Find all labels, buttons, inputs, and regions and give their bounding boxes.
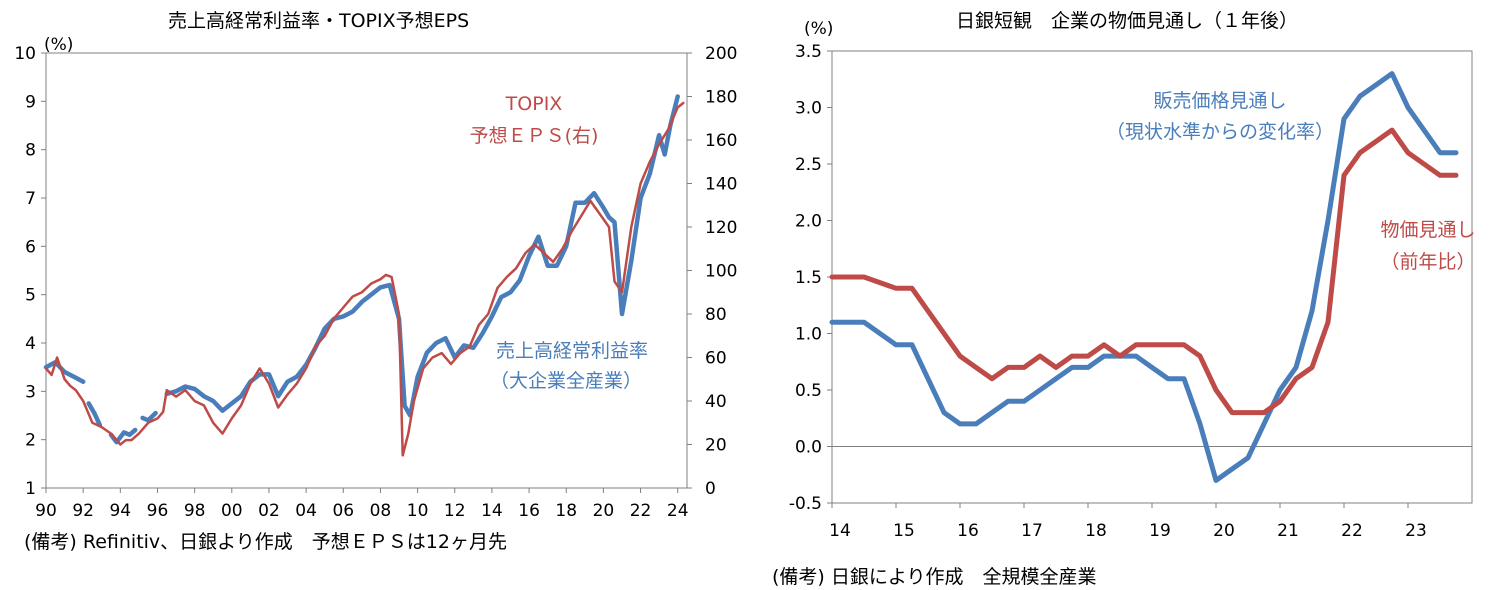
left-x-tick-label: 24 (667, 501, 689, 521)
ratio-series-label: （大企業全産業） (490, 370, 642, 392)
right-chart-y-tick-label: 1.0 (795, 325, 822, 345)
right-chart-panel: 日銀短観 企業の物価見通し（１年後） -0.5 0.0 0.5 1.0 1.5 2.0 2.… (760, 0, 1499, 590)
left-x-tick-label: 06 (332, 501, 354, 521)
right-y-tick-label: 40 (705, 392, 727, 412)
sales-price-series-label: 販売価格見通し (1153, 90, 1286, 112)
left-x-tick-label: 18 (555, 501, 577, 521)
left-x-tick-label: 94 (109, 501, 131, 521)
right-y-tick-label: 100 (705, 262, 737, 282)
left-x-tick-label: 02 (258, 501, 280, 521)
left-x-tick-label: 22 (630, 501, 652, 521)
right-chart-x-tick-label: 15 (893, 521, 915, 541)
left-x-tick-label: 14 (481, 501, 503, 521)
left-x-tick-label: 00 (221, 501, 243, 521)
right-chart-y-tick-label: 1.5 (795, 268, 822, 288)
sales-price-series-line (829, 71, 1459, 483)
right-chart-y-tick-label: 3.0 (795, 99, 822, 119)
eps-series-line (44, 101, 685, 457)
ratio-series-label: 売上高経常利益率 (496, 340, 648, 362)
eps-series-label: 予想ＥＰＳ(右) (470, 125, 599, 147)
left-x-tick-label: 12 (444, 501, 466, 521)
left-y-tick-label: 3 (25, 382, 36, 402)
right-chart-note: (備考) 日銀により作成 全規模全産業 (772, 566, 1097, 588)
left-x-tick-label: 96 (147, 501, 169, 521)
left-x-tick-label: 20 (593, 501, 615, 521)
left-y-tick-label: 1 (25, 479, 36, 499)
right-y-tick-label: 0 (705, 479, 716, 499)
right-plot-area (831, 50, 1473, 504)
left-y-tick-label: 10 (14, 44, 36, 64)
left-y-tick-label: 2 (25, 431, 36, 451)
left-chart-panel: 売上高経常利益率・TOPIX予想EPS 1 2 3 4 5 6 7 8 9 10 0 20 40 60 80… (0, 0, 737, 590)
left-plot-area (45, 52, 688, 489)
right-y-tick-label: 20 (705, 436, 727, 456)
right-y-tick-label: 120 (705, 218, 737, 238)
left-x-tick-label: 98 (184, 501, 206, 521)
right-chart-y-tick-label: -0.5 (789, 494, 822, 514)
right-chart-x-tick-label: 22 (1341, 521, 1363, 541)
right-chart-x-tick-label: 21 (1277, 521, 1299, 541)
sales-price-series-label: （現状水準からの変化率） (1106, 121, 1334, 143)
left-y-tick-label: 8 (25, 141, 36, 161)
right-chart-x-tick-label: 17 (1021, 521, 1043, 541)
left-x-tick-label: 90 (35, 501, 57, 521)
left-x-tick-label: 10 (407, 501, 429, 521)
right-chart-svg: -0.5 0.0 0.5 1.0 1.5 2.0 2.5 3.0 3.5 14 15 16 17 18 19… (789, 19, 1476, 541)
price-outlook-series-line (829, 127, 1459, 416)
right-y-tick-label: 180 (705, 88, 737, 108)
right-y-tick-label: 140 (705, 175, 737, 195)
right-chart-x-tick-label: 20 (1213, 521, 1235, 541)
right-y-tick-label: 60 (705, 349, 727, 369)
left-chart-note: (備考) Refinitiv、日銀より作成 予想ＥＰＳは12ヶ月先 (24, 531, 507, 553)
left-y-tick-label: 9 (25, 92, 36, 112)
right-chart-y-tick-label: 0.5 (795, 381, 822, 401)
right-chart-x-tick-label: 23 (1405, 521, 1427, 541)
right-chart-x-tick-label: 16 (957, 521, 979, 541)
ratio-series-line (140, 410, 158, 423)
right-chart-y-tick-label: 0.0 (795, 438, 822, 458)
price-outlook-series-label: （前年比） (1380, 251, 1475, 273)
left-x-tick-label: 16 (518, 501, 540, 521)
left-chart-svg: 1234567891002040608010012014016018020090… (14, 35, 737, 521)
left-y-tick-label: 7 (25, 189, 36, 209)
ratio-series-line (86, 401, 103, 428)
left-y-tick-label: 5 (25, 286, 36, 306)
right-chart-x-tick-label: 18 (1085, 521, 1107, 541)
right-chart-x-tick-label: 19 (1149, 521, 1171, 541)
ratio-series-line (164, 94, 680, 418)
left-y-tick-label: 6 (25, 237, 36, 257)
left-chart-title: 売上高経常利益率・TOPIX予想EPS (168, 10, 470, 32)
right-chart-y-tick-label: 2.0 (795, 212, 822, 232)
price-outlook-series-label: 物価見通し (1380, 219, 1475, 241)
left-x-tick-label: 08 (370, 501, 392, 521)
right-chart-y-tick-label: 2.5 (795, 155, 822, 175)
eps-series-label: TOPIX (505, 93, 563, 115)
right-y-tick-label: 160 (705, 131, 737, 151)
left-y-tick-label: 4 (25, 334, 36, 354)
right-chart-y-tick-label: 3.5 (795, 42, 822, 62)
right-y-tick-label: 200 (705, 44, 737, 64)
right-chart-title: 日銀短観 企業の物価見通し（１年後） (956, 10, 1299, 32)
left-x-tick-label: 04 (295, 501, 317, 521)
left-x-tick-label: 92 (72, 501, 94, 521)
right-chart-x-tick-label: 14 (829, 521, 851, 541)
right-y-tick-label: 80 (705, 305, 727, 325)
right-y-unit: (%) (804, 19, 833, 39)
ratio-series-line (43, 360, 86, 384)
left-y-unit: (%) (44, 35, 73, 55)
